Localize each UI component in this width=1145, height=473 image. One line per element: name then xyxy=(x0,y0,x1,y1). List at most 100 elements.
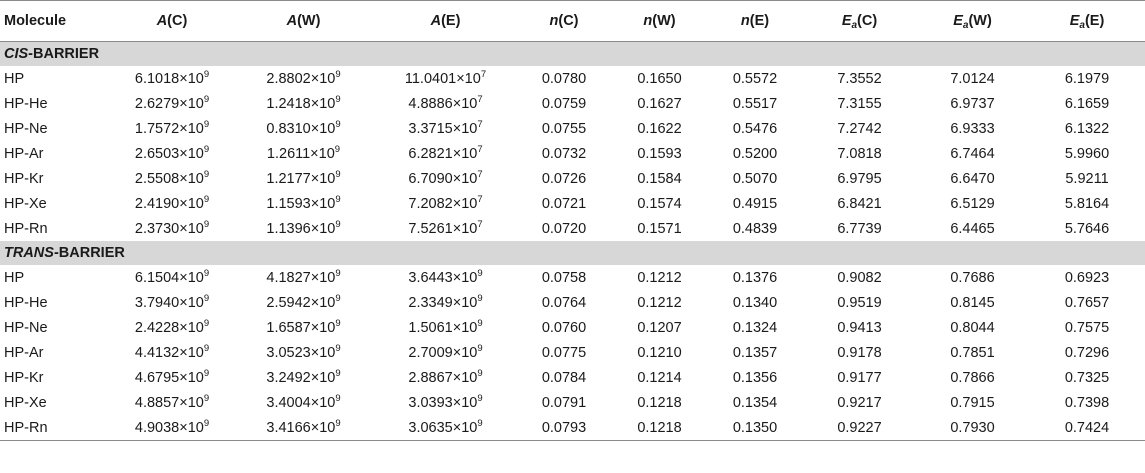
column-header: Ea(W) xyxy=(916,0,1029,42)
exponent-n-cell: 0.5200 xyxy=(732,145,778,162)
activation-energy-cell: 6.9795 xyxy=(837,170,882,187)
header-symbol: A xyxy=(156,13,168,29)
activation-energy-cell: 0.7424 xyxy=(1029,415,1145,441)
exponent-n-cell: 0.1340 xyxy=(732,294,778,311)
prefactor-mantissa: 1.2177×10 xyxy=(266,170,336,187)
column-header: Ea(E) xyxy=(1029,0,1145,42)
exponent-n-cell: 0.1324 xyxy=(732,319,778,336)
column-header: n(C) xyxy=(516,0,612,42)
prefactor-cell: 3.7940×109 xyxy=(112,290,232,315)
exponent-n-cell: 0.0793 xyxy=(516,415,612,441)
prefactor-exponent: 9 xyxy=(335,218,341,230)
activation-energy-cell: 5.9211 xyxy=(1065,170,1109,187)
section-title-italic: TRANS xyxy=(4,245,54,261)
prefactor-cell: 2.8802×109 xyxy=(232,66,375,91)
section-title-rest: -BARRIER xyxy=(53,245,125,261)
activation-energy-cell: 0.7325 xyxy=(1064,369,1110,386)
activation-energy-cell: 0.7866 xyxy=(950,369,995,386)
section-title: CIS-BARRIER xyxy=(0,41,1145,66)
prefactor-mantissa: 7.2082×10 xyxy=(408,195,478,212)
prefactor-cell: 2.3730×109 xyxy=(112,216,232,241)
exponent-n-cell: 0.1627 xyxy=(637,95,682,112)
table-row: HP-Ne 2.4228×109 1.6587×109 1.5061×109 0.076… xyxy=(0,315,1145,340)
prefactor-cell: 0.8310×109 xyxy=(232,116,375,141)
header-symbol: n xyxy=(740,13,750,29)
prefactor-exponent: 9 xyxy=(203,168,210,180)
molecule-cell: HP-Xe xyxy=(4,195,47,212)
prefactor-cell: 3.0635×109 xyxy=(375,415,516,441)
section-title-italic: CIS xyxy=(4,46,29,62)
exponent-n-cell: 0.0732 xyxy=(541,145,587,162)
prefactor-cell: 6.1504×109 xyxy=(112,265,232,290)
molecule-cell: HP-Xe xyxy=(4,394,47,411)
activation-energy-cell: 6.5129 xyxy=(950,195,995,212)
column-header: A(C) xyxy=(112,0,232,42)
prefactor-mantissa: 3.3715×10 xyxy=(408,120,478,137)
prefactor-exponent: 9 xyxy=(203,118,210,130)
exponent-n-cell: 0.1210 xyxy=(637,344,682,361)
prefactor-mantissa: 4.9038×10 xyxy=(134,419,204,436)
prefactor-exponent: 9 xyxy=(203,317,210,329)
prefactor-mantissa: 4.4132×10 xyxy=(134,344,204,361)
prefactor-mantissa: 2.4228×10 xyxy=(134,319,204,336)
prefactor-cell: 2.5508×109 xyxy=(112,166,232,191)
molecule-cell: HP-Rn xyxy=(4,220,48,237)
prefactor-exponent: 9 xyxy=(335,68,341,80)
prefactor-mantissa: 2.5508×10 xyxy=(134,170,204,187)
prefactor-exponent: 9 xyxy=(203,392,210,404)
data-table: Molecule A(C) A(W) A(E) n(C) n(W) n(E) Ea(C) Ea(… xyxy=(0,0,1145,441)
header-symbol: E xyxy=(841,13,852,29)
activation-energy-cell: 0.9519 xyxy=(837,294,882,311)
exponent-n-cell: 0.0726 xyxy=(541,170,587,187)
prefactor-cell: 1.1396×109 xyxy=(232,216,375,241)
prefactor-cell: 7.2082×107 xyxy=(375,191,516,216)
activation-energy-cell: 0.9178 xyxy=(837,344,882,361)
header-symbol: E xyxy=(953,13,963,29)
header-subscript: a xyxy=(851,20,858,31)
prefactor-mantissa: 6.2821×10 xyxy=(408,145,478,162)
prefactor-mantissa: 3.4004×10 xyxy=(266,394,336,411)
prefactor-exponent: 7 xyxy=(477,118,483,130)
prefactor-exponent: 9 xyxy=(335,317,341,329)
prefactor-exponent: 9 xyxy=(203,267,210,279)
prefactor-exponent: 9 xyxy=(335,193,341,205)
prefactor-exponent: 9 xyxy=(203,218,210,230)
section-title: TRANS-BARRIER xyxy=(0,241,1145,265)
prefactor-cell: 11.0401×107 xyxy=(375,66,516,91)
prefactor-mantissa: 6.7090×10 xyxy=(408,170,478,187)
header-symbol: E xyxy=(1069,13,1080,29)
section-title-rest: -BARRIER xyxy=(28,46,100,62)
header-label: (E) xyxy=(441,13,461,29)
molecule-cell: HP-Kr xyxy=(4,170,44,187)
column-header: n(E) xyxy=(707,0,803,42)
prefactor-exponent: 9 xyxy=(335,367,341,379)
activation-energy-cell: 6.8421 xyxy=(837,195,882,212)
exponent-n-cell: 0.4839 xyxy=(732,220,778,237)
prefactor-cell: 4.9038×109 xyxy=(112,415,232,441)
activation-energy-cell: 0.9217 xyxy=(837,394,882,411)
prefactor-exponent: 9 xyxy=(335,417,341,429)
prefactor-cell: 1.6587×109 xyxy=(232,315,375,340)
exponent-n-cell: 0.0780 xyxy=(541,70,587,87)
header-label: (C) xyxy=(857,13,878,29)
prefactor-exponent: 9 xyxy=(477,367,483,379)
molecule-cell: HP-He xyxy=(4,95,48,112)
exponent-n-cell: 0.0758 xyxy=(541,269,587,286)
exponent-n-cell: 0.1571 xyxy=(637,220,682,237)
activation-energy-cell: 0.7915 xyxy=(950,394,995,411)
column-header-molecule: Molecule xyxy=(0,0,112,42)
table-row: HP-Xe 4.8857×109 3.4004×109 3.0393×109 0.079… xyxy=(0,390,1145,415)
prefactor-cell: 6.2821×107 xyxy=(375,141,516,166)
prefactor-exponent: 9 xyxy=(335,118,341,130)
prefactor-exponent: 9 xyxy=(477,292,483,304)
molecule-cell: HP-Ar xyxy=(4,145,44,162)
molecule-cell: HP-Rn xyxy=(0,415,112,441)
activation-energy-cell: 0.6923 xyxy=(1064,269,1110,286)
header-subscript: a xyxy=(1079,20,1085,31)
prefactor-mantissa: 1.1396×10 xyxy=(266,220,336,237)
prefactor-exponent: 9 xyxy=(203,292,210,304)
exponent-n-cell: 0.1212 xyxy=(637,294,682,311)
prefactor-exponent: 9 xyxy=(335,267,341,279)
prefactor-exponent: 7 xyxy=(477,143,483,155)
table-row: HP 6.1018×109 2.8802×109 11.0401×107 0.0780 0… xyxy=(0,66,1145,91)
